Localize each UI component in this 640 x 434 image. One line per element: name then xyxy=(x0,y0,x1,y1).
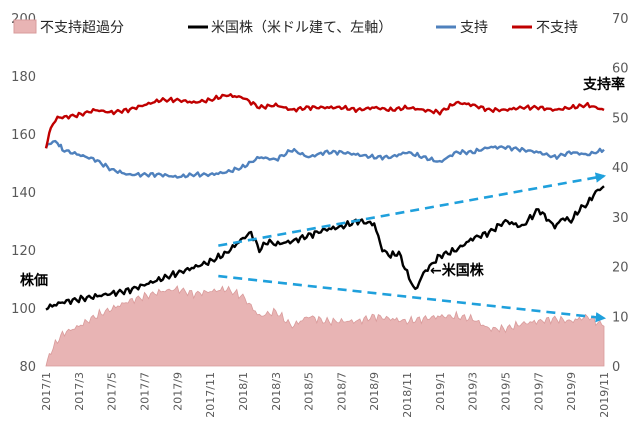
trend-arrow-up xyxy=(218,172,607,247)
legend-label-disapprove: 不支持 xyxy=(536,20,578,36)
x-tick-label: 2017/3 xyxy=(73,372,86,411)
x-tick-label: 2018/9 xyxy=(368,372,381,411)
left-tick-label: 120 xyxy=(11,244,36,259)
x-tick-label: 2018/7 xyxy=(335,372,348,411)
series-disapprove-line xyxy=(44,93,605,149)
x-tick-label: 2018/11 xyxy=(401,372,414,418)
right-tick-label: 50 xyxy=(612,111,629,126)
series-approve-line xyxy=(44,139,605,179)
left-tick-label: 100 xyxy=(11,302,36,317)
x-tick-label: 2017/1 xyxy=(40,372,53,411)
x-tick-label: 2019/1 xyxy=(434,372,447,411)
right-axis-label: 支持率 xyxy=(582,76,625,93)
x-tick-label: 2019/3 xyxy=(467,372,480,411)
x-tick-label: 2018/3 xyxy=(270,372,283,411)
legend-label-stock: 米国株（米ドル建て、左軸） xyxy=(211,20,392,36)
trend-arrow-down xyxy=(218,274,607,323)
right-axis-ticks: 0 10 20 30 40 50 60 70 xyxy=(612,12,629,375)
legend-swatch-excess xyxy=(13,19,37,34)
right-tick-label: 30 xyxy=(612,211,629,226)
right-tick-label: 20 xyxy=(612,261,629,276)
x-tick-label: 2017/9 xyxy=(171,372,184,411)
trend-arrows xyxy=(218,172,607,323)
x-tick-label: 2019/9 xyxy=(565,372,578,411)
series-stock-line xyxy=(45,185,605,311)
x-tick-label: 2019/5 xyxy=(500,372,513,411)
right-tick-label: 40 xyxy=(612,161,629,176)
right-tick-label: 70 xyxy=(612,12,629,27)
left-tick-label: 180 xyxy=(11,70,36,85)
legend: 不支持超過分 米国株（米ドル建て、左軸） 支持 不支持 xyxy=(13,19,578,36)
legend-label-approve: 支持 xyxy=(460,20,488,36)
left-tick-label: 160 xyxy=(11,128,36,143)
stock-arrow-label: ←米国株 xyxy=(430,262,485,279)
series-excess-area xyxy=(45,285,605,367)
x-tick-label: 2019/11 xyxy=(598,372,611,418)
legend-label-excess: 不支持超過分 xyxy=(40,20,124,36)
left-tick-label: 80 xyxy=(19,360,36,375)
x-tick-label: 2017/5 xyxy=(106,372,119,411)
x-axis-ticks: 2017/1 2017/3 2017/5 2017/7 2017/9 2017/11 201… xyxy=(40,372,611,418)
right-tick-label: 10 xyxy=(612,310,629,325)
left-tick-label: 140 xyxy=(11,186,36,201)
left-axis-label: 株価 xyxy=(20,272,48,289)
x-tick-label: 2017/7 xyxy=(138,372,151,411)
x-tick-label: 2018/5 xyxy=(303,372,316,411)
x-tick-label: 2018/1 xyxy=(237,372,250,411)
right-tick-label: 0 xyxy=(612,360,620,375)
left-axis-ticks: 80100120140160180200 xyxy=(11,12,36,375)
plot-series xyxy=(44,93,605,367)
x-tick-label: 2017/11 xyxy=(204,372,217,418)
x-tick-label: 2019/7 xyxy=(532,372,545,411)
right-tick-label: 60 xyxy=(612,62,629,77)
